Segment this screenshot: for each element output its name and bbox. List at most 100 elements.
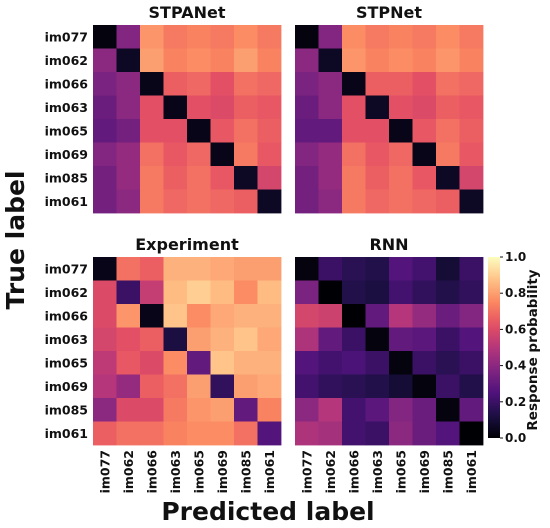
heatmap-cell: [163, 142, 188, 167]
heatmap-cell: [365, 142, 390, 167]
x-tick-label: im085: [440, 450, 455, 493]
panel-title: RNN: [369, 235, 408, 254]
heatmap-cell: [342, 374, 366, 399]
heatmap-cell: [389, 374, 413, 399]
heatmap-cell: [342, 95, 366, 120]
x-tick-label: im066: [144, 450, 159, 494]
y-axis-label: True label: [1, 171, 30, 310]
heatmap-cell: [412, 142, 437, 167]
heatmap-cell: [234, 166, 258, 190]
heatmap-cell: [140, 421, 164, 446]
heatmap-cell: [140, 95, 164, 120]
heatmap-cell: [389, 421, 413, 446]
heatmap-cell: [459, 374, 484, 399]
heatmap-cell: [257, 25, 282, 49]
heatmap-cell: [140, 166, 164, 190]
y-tick-label: im063: [45, 332, 88, 347]
heatmap-cell: [210, 304, 235, 328]
heatmap-cell: [93, 421, 117, 446]
heatmap-cell: [210, 327, 235, 352]
heatmap-cell: [234, 25, 258, 49]
colorbar-tick-label: 0.0: [505, 431, 526, 445]
heatmap-cell: [389, 166, 413, 190]
heatmap-cell: [389, 398, 413, 422]
x-tick-label: im065: [393, 450, 408, 493]
heatmap-cell: [140, 327, 164, 352]
heatmap-cell: [234, 351, 258, 375]
heatmap-cell: [163, 280, 188, 305]
heatmap-cell: [459, 304, 484, 328]
heatmap-cell: [389, 48, 413, 73]
heatmap-cell: [116, 327, 141, 352]
heatmap-cell: [234, 142, 258, 167]
heatmap-cell: [295, 166, 319, 190]
heatmap-cell: [187, 119, 211, 143]
x-tick-label: im065: [191, 450, 206, 493]
heatmap-cell: [257, 421, 282, 446]
heatmap-cell: [187, 280, 211, 305]
heatmap-cell: [210, 25, 235, 49]
heatmap-cell: [365, 327, 390, 352]
heatmap-cell: [436, 351, 460, 375]
heatmap-cell: [116, 48, 141, 73]
heatmap-cell: [163, 327, 188, 352]
heatmap-cell: [318, 119, 343, 143]
heatmap-cell: [365, 72, 390, 96]
heatmap-cell: [318, 374, 343, 399]
y-tick-label: im069: [45, 147, 88, 162]
y-tick-label: im085: [45, 402, 88, 417]
heatmap-cell: [116, 304, 141, 328]
heatmap-cell: [389, 351, 413, 375]
heatmap-cell: [93, 119, 117, 143]
y-tick-label: im065: [45, 123, 88, 138]
heatmap-cell: [257, 374, 282, 399]
heatmap-cell: [365, 25, 390, 49]
heatmap-cell: [412, 257, 437, 281]
heatmap-cell: [412, 421, 437, 446]
heatmap-cell: [412, 25, 437, 49]
heatmap-cell: [93, 189, 117, 214]
x-axis-label: Predicted label: [161, 497, 374, 526]
heatmap-cell: [318, 351, 343, 375]
heatmap-cell: [116, 421, 141, 446]
y-tick-label: im061: [45, 426, 88, 441]
heatmap-cell: [436, 72, 460, 96]
heatmap-cell: [436, 398, 460, 422]
heatmap-cell: [412, 95, 437, 120]
heatmap-cell: [116, 166, 141, 190]
heatmap-cell: [93, 72, 117, 96]
heatmap-cell: [295, 189, 319, 214]
heatmap-cell: [295, 374, 319, 399]
heatmap-cell: [234, 257, 258, 281]
heatmap-cell: [163, 72, 188, 96]
heatmap-cell: [163, 257, 188, 281]
heatmap-cell: [342, 25, 366, 49]
heatmap-cell: [140, 25, 164, 49]
heatmap-cell: [140, 351, 164, 375]
heatmap-cell: [436, 95, 460, 120]
heatmap-cell: [116, 374, 141, 399]
heatmap-cell: [295, 257, 319, 281]
heatmap-cell: [187, 257, 211, 281]
heatmap-cell: [187, 304, 211, 328]
heatmap-cell: [140, 142, 164, 167]
heatmap-cell: [257, 280, 282, 305]
heatmap-cell: [459, 95, 484, 120]
heatmap-cell: [234, 48, 258, 73]
heatmap-cell: [365, 189, 390, 214]
x-tick-label: im061: [464, 450, 479, 493]
heatmap-cell: [459, 421, 484, 446]
heatmap-cell: [210, 280, 235, 305]
heatmap-cell: [342, 257, 366, 281]
heatmap-cell: [187, 351, 211, 375]
heatmap-cell: [389, 304, 413, 328]
x-tick-label: im066: [346, 450, 361, 494]
heatmap-cell: [295, 119, 319, 143]
colorbar-tick-label: 0.2: [505, 395, 526, 409]
heatmap-cell: [389, 257, 413, 281]
heatmap-cell: [187, 374, 211, 399]
y-tick-label: im085: [45, 170, 88, 185]
heatmap-cell: [140, 119, 164, 143]
colorbar: 0.0 0.2 0.4 0.6 0.8 1.0: [488, 250, 526, 445]
heatmap-cell: [93, 166, 117, 190]
